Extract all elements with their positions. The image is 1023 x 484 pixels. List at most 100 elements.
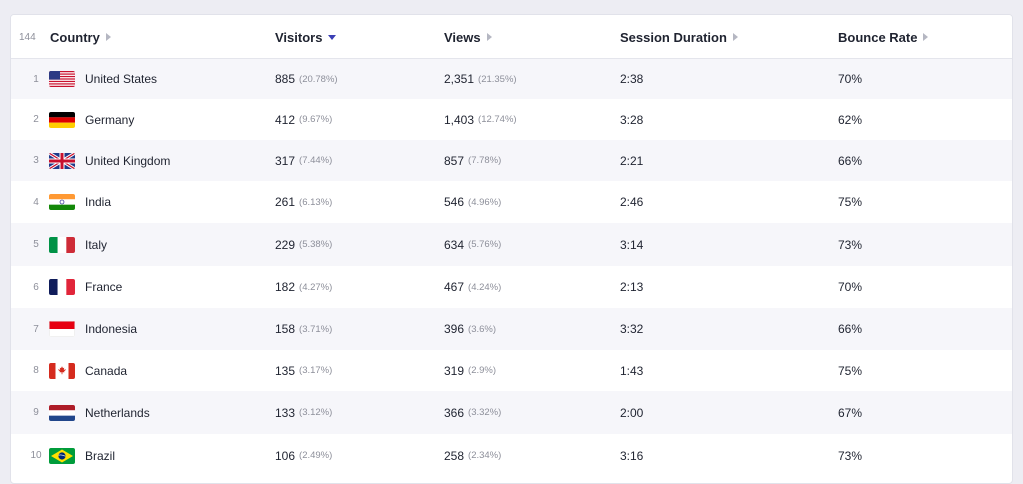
visitors-value: 261 bbox=[275, 195, 296, 209]
visitors-percent: (4.27%) bbox=[299, 281, 333, 293]
visitors-cell: 229 (5.38%) bbox=[275, 223, 332, 266]
views-value: 546 bbox=[444, 195, 465, 209]
bounce-rate-value: 75% bbox=[838, 363, 863, 378]
us-flag-icon bbox=[49, 71, 75, 87]
bounce-rate-value: 73% bbox=[838, 448, 863, 463]
table-row[interactable]: 1 United States 885 (20.78%) 2,351 (21.35%) 2:… bbox=[11, 59, 1012, 99]
sort-arrow-icon bbox=[732, 33, 738, 41]
visitors-cell: 317 (7.44%) bbox=[275, 140, 332, 181]
visitors-value: 317 bbox=[275, 153, 296, 168]
country-name[interactable]: Indonesia bbox=[85, 322, 138, 336]
country-name[interactable]: France bbox=[85, 280, 123, 294]
country-name[interactable]: Italy bbox=[85, 237, 108, 252]
table-row[interactable]: 8 Canada 135 (3.17%) 319 (2.9%) 1:43 75% bbox=[11, 350, 1012, 391]
bounce-header-label: Bounce Rate bbox=[838, 29, 918, 45]
table-row[interactable]: 7 Indonesia 158 (3.71%) 396 (3.6%) 3:32 66% bbox=[11, 308, 1012, 350]
sort-country-header[interactable]: Country bbox=[50, 15, 111, 59]
sort-visitors-header[interactable]: Visitors bbox=[275, 15, 337, 59]
visitors-cell: 885 (20.78%) bbox=[275, 59, 338, 99]
country-name[interactable]: United States bbox=[85, 72, 158, 86]
sort-session-header[interactable]: Session Duration bbox=[620, 15, 738, 59]
row-rank: 2 bbox=[33, 114, 39, 125]
views-percent: (3.32%) bbox=[468, 407, 502, 418]
visitors-percent: (5.38%) bbox=[299, 239, 333, 250]
visitors-cell: 182 (4.27%) bbox=[275, 266, 332, 308]
row-rank: 6 bbox=[33, 281, 39, 293]
views-value: 396 bbox=[444, 322, 465, 336]
views-percent: (2.34%) bbox=[468, 450, 502, 461]
row-rank: 4 bbox=[33, 196, 39, 208]
views-percent: (4.24%) bbox=[468, 281, 502, 293]
row-rank: 5 bbox=[33, 239, 39, 250]
country-name[interactable]: India bbox=[85, 195, 112, 209]
visitors-value: 412 bbox=[275, 112, 296, 127]
fr-flag-icon bbox=[49, 279, 75, 295]
session-duration-value: 2:13 bbox=[620, 280, 644, 294]
row-rank: 7 bbox=[33, 323, 39, 335]
visitors-value: 106 bbox=[275, 448, 296, 463]
views-percent: (3.6%) bbox=[468, 323, 497, 335]
visitors-cell: 106 (2.49%) bbox=[275, 434, 332, 477]
sort-arrow-icon bbox=[923, 33, 929, 41]
bounce-rate-value: 66% bbox=[838, 153, 863, 168]
views-cell: 366 (3.32%) bbox=[444, 391, 501, 434]
views-cell: 2,351 (21.35%) bbox=[444, 59, 517, 99]
views-percent: (2.9%) bbox=[468, 365, 497, 376]
session-duration-value: 3:16 bbox=[620, 448, 644, 463]
bounce-rate-value: 62% bbox=[838, 112, 863, 127]
visitors-header-label: Visitors bbox=[275, 29, 323, 45]
views-cell: 1,403 (12.74%) bbox=[444, 99, 517, 140]
bounce-rate-value: 70% bbox=[838, 280, 863, 294]
views-percent: (12.74%) bbox=[478, 114, 517, 125]
sort-bounce-header[interactable]: Bounce Rate bbox=[838, 15, 929, 59]
views-percent: (4.96%) bbox=[468, 196, 502, 208]
gb-flag-icon bbox=[49, 152, 75, 169]
country-name[interactable]: Germany bbox=[85, 112, 135, 127]
table-row[interactable]: 3 United Kingdom 317 (7.44%) 857 (7.78%) 2:21 6… bbox=[11, 140, 1012, 181]
table-row[interactable]: 6 France 182 (4.27%) 467 (4.24%) 2:13 70% bbox=[11, 266, 1012, 308]
countries-table: 144 Country Visitors Views Session Durat… bbox=[10, 14, 1013, 484]
table-row[interactable]: 9 Netherlands 133 (3.12%) 366 (3.32%) 2:00 67% bbox=[11, 391, 1012, 434]
session-duration-value: 2:38 bbox=[620, 72, 644, 86]
visitors-percent: (2.49%) bbox=[299, 450, 333, 461]
sort-arrow-icon bbox=[486, 33, 492, 41]
views-cell: 634 (5.76%) bbox=[444, 223, 501, 266]
country-name[interactable]: Netherlands bbox=[85, 405, 150, 420]
country-header-label: Country bbox=[50, 29, 100, 45]
table-row[interactable]: 5 Italy 229 (5.38%) 634 (5.76%) 3:14 73% bbox=[11, 223, 1012, 266]
session-header-label: Session Duration bbox=[620, 29, 727, 45]
sort-desc-icon bbox=[328, 34, 337, 40]
bounce-rate-value: 70% bbox=[838, 72, 863, 86]
row-rank: 3 bbox=[33, 155, 39, 166]
views-value: 2,351 bbox=[444, 72, 475, 86]
bounce-rate-value: 75% bbox=[838, 195, 863, 209]
row-rank: 8 bbox=[33, 365, 39, 376]
views-cell: 396 (3.6%) bbox=[444, 308, 496, 350]
country-name[interactable]: Canada bbox=[85, 363, 128, 378]
visitors-percent: (7.44%) bbox=[299, 155, 333, 166]
in-flag-icon bbox=[49, 194, 75, 210]
visitors-percent: (20.78%) bbox=[299, 73, 338, 85]
session-duration-value: 1:43 bbox=[620, 363, 644, 378]
visitors-cell: 135 (3.17%) bbox=[275, 350, 332, 391]
views-cell: 258 (2.34%) bbox=[444, 434, 501, 477]
visitors-cell: 158 (3.71%) bbox=[275, 308, 332, 350]
views-cell: 319 (2.9%) bbox=[444, 350, 496, 391]
visitors-value: 229 bbox=[275, 237, 296, 252]
session-duration-value: 2:46 bbox=[620, 195, 644, 209]
table-row[interactable]: 10 Brazil 106 (2.49%) 258 (2.34%) 3:16 73% bbox=[11, 434, 1012, 477]
sort-views-header[interactable]: Views bbox=[444, 15, 492, 59]
visitors-percent: (6.13%) bbox=[299, 196, 333, 208]
views-value: 366 bbox=[444, 405, 465, 420]
country-name[interactable]: United Kingdom bbox=[85, 153, 171, 168]
visitors-value: 885 bbox=[275, 72, 296, 86]
country-name[interactable]: Brazil bbox=[85, 448, 116, 463]
table-row[interactable]: 2 Germany 412 (9.67%) 1,403 (12.74%) 3:28 62% bbox=[11, 99, 1012, 140]
views-header-label: Views bbox=[444, 29, 481, 45]
visitors-percent: (3.12%) bbox=[299, 407, 333, 418]
visitors-cell: 261 (6.13%) bbox=[275, 181, 332, 223]
visitors-percent: (3.71%) bbox=[299, 323, 333, 335]
views-percent: (7.78%) bbox=[468, 155, 502, 166]
views-percent: (5.76%) bbox=[468, 239, 502, 250]
table-row[interactable]: 4 India 261 (6.13%) 546 (4.96%) 2:46 75% bbox=[11, 181, 1012, 223]
